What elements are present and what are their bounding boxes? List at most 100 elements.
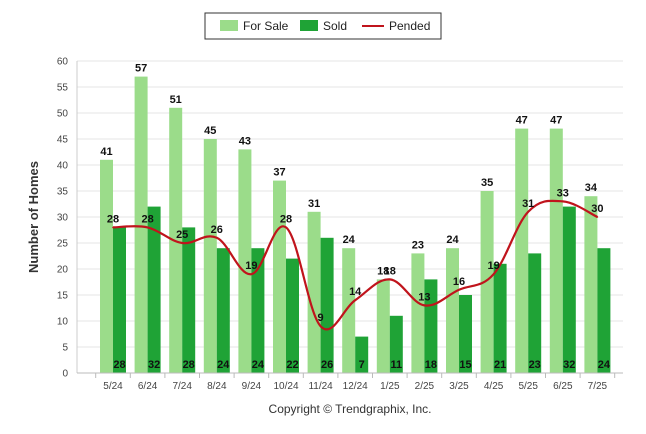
x-tick-label: 7/25 xyxy=(588,381,608,392)
data-label-pended: 19 xyxy=(245,260,257,272)
data-label-for-sale: 45 xyxy=(204,125,216,137)
legend-swatch-for-sale xyxy=(220,20,238,31)
data-label-sold: 15 xyxy=(459,359,471,371)
data-label-sold: 24 xyxy=(598,359,611,371)
bar-sold xyxy=(320,237,334,373)
bar-for-sale xyxy=(100,159,113,373)
bar-for-sale xyxy=(238,149,252,373)
data-label-pended: 31 xyxy=(522,198,534,210)
bar-sold xyxy=(424,279,438,373)
y-tick-label: 25 xyxy=(57,239,69,250)
y-axis-title: Number of Homes xyxy=(26,161,41,273)
y-tick-label: 30 xyxy=(57,213,69,224)
bar-for-sale xyxy=(480,191,494,373)
x-axis: 5/24 6/24 7/24 8/24 9/24 10/24 11/24 12/24 1/25 2… xyxy=(77,372,623,392)
data-label-sold: 28 xyxy=(183,359,195,371)
bar-sold xyxy=(597,248,611,373)
bar-for-sale xyxy=(307,211,321,373)
y-tick-label: 45 xyxy=(57,135,69,146)
data-label-for-sale: 24 xyxy=(343,234,356,246)
legend-label-pended: Pended xyxy=(389,19,430,33)
x-tick-label: 6/24 xyxy=(138,381,158,392)
data-label-sold: 32 xyxy=(563,359,575,371)
bar-sold xyxy=(562,206,576,373)
data-label-for-sale: 47 xyxy=(516,115,528,127)
data-label-pended: 28 xyxy=(280,213,292,225)
data-label-pended: 14 xyxy=(349,286,362,298)
pended-point xyxy=(389,278,391,281)
bar-sold xyxy=(493,263,507,373)
copyright-text: Copyright © Trendgraphix, Inc. xyxy=(269,402,432,416)
legend-label-sold: Sold xyxy=(323,19,347,33)
y-tick-label: 0 xyxy=(62,369,68,380)
pended-point xyxy=(146,226,149,229)
y-tick-label: 5 xyxy=(62,343,68,354)
pended-line xyxy=(112,199,599,331)
bar-for-sale xyxy=(203,139,217,373)
data-label-sold: 21 xyxy=(494,359,506,371)
bar-for-sale xyxy=(134,76,148,373)
data-label-pended: 13 xyxy=(418,291,430,303)
data-label-sold: 24 xyxy=(252,359,265,371)
data-label-pended: 28 xyxy=(107,213,119,225)
y-tick-label: 20 xyxy=(57,265,69,276)
bar-sold xyxy=(251,248,265,373)
data-label-pended: 16 xyxy=(453,276,465,288)
y-tick-label: 35 xyxy=(57,187,69,198)
data-label-sold: 11 xyxy=(390,359,402,371)
bar-sold xyxy=(355,336,369,373)
y-tick-label: 55 xyxy=(57,83,69,94)
legend-label-for-sale: For Sale xyxy=(243,19,289,33)
x-tick-label: 6/25 xyxy=(553,381,573,392)
bar-sold xyxy=(182,227,196,373)
x-tick-label: 9/24 xyxy=(242,381,262,392)
data-label-for-sale: 34 xyxy=(585,182,598,194)
x-tick-label: 5/25 xyxy=(518,381,538,392)
bar-for-sale xyxy=(549,128,563,373)
bar-for-sale xyxy=(342,248,356,373)
data-label-pended: 28 xyxy=(141,213,153,225)
data-label-for-sale: 23 xyxy=(412,239,424,251)
data-label-sold: 23 xyxy=(529,359,541,371)
pended-point xyxy=(492,273,495,276)
bar-sold xyxy=(113,227,126,373)
data-label-pended: 33 xyxy=(557,187,569,199)
x-tick-label: 1/25 xyxy=(380,381,400,392)
data-label-sold: 22 xyxy=(286,359,298,371)
data-label-for-sale: 43 xyxy=(239,135,251,147)
bar-for-sale xyxy=(446,248,459,373)
data-label-sold: 26 xyxy=(321,359,333,371)
legend: For Sale Sold Pended xyxy=(204,12,442,40)
data-label-for-sale: 51 xyxy=(170,94,182,106)
data-label-for-sale: 41 xyxy=(100,146,112,158)
data-label-pended: 25 xyxy=(176,229,188,241)
data-label-for-sale: 31 xyxy=(308,198,320,210)
pended-point xyxy=(319,325,322,328)
bar-sold xyxy=(389,315,403,373)
data-label-pended: 30 xyxy=(591,203,603,215)
data-label-pended: 18 xyxy=(384,265,396,277)
bar-for-sale xyxy=(411,253,425,373)
bars xyxy=(100,76,611,374)
y-tick-label: 10 xyxy=(57,317,69,328)
data-label-pended: 19 xyxy=(487,260,499,272)
x-tick-label: 4/25 xyxy=(484,381,504,392)
data-labels: 41 28 57 32 51 28 45 24 43 24 37 22 31 26 24 7 18 11 23 18 2… xyxy=(100,63,611,371)
data-label-sold: 32 xyxy=(148,359,160,371)
bar-for-sale xyxy=(584,196,598,373)
y-tick-label: 60 xyxy=(57,57,69,68)
bar-for-sale xyxy=(515,128,529,373)
data-label-pended: 26 xyxy=(211,224,223,236)
y-axis: 0 5 10 15 20 25 30 35 40 45 50 55 60 xyxy=(57,57,78,380)
pended-point xyxy=(596,216,599,218)
data-label-sold: 7 xyxy=(359,359,365,371)
x-tick-label: 2/25 xyxy=(415,381,435,392)
legend-swatch-sold xyxy=(300,20,318,31)
data-label-sold: 18 xyxy=(425,359,437,371)
data-label-for-sale: 24 xyxy=(446,234,459,246)
bar-sold xyxy=(528,253,542,373)
y-tick-label: 40 xyxy=(57,161,69,172)
bar-sold xyxy=(286,258,299,373)
x-tick-label: 7/24 xyxy=(172,381,192,392)
